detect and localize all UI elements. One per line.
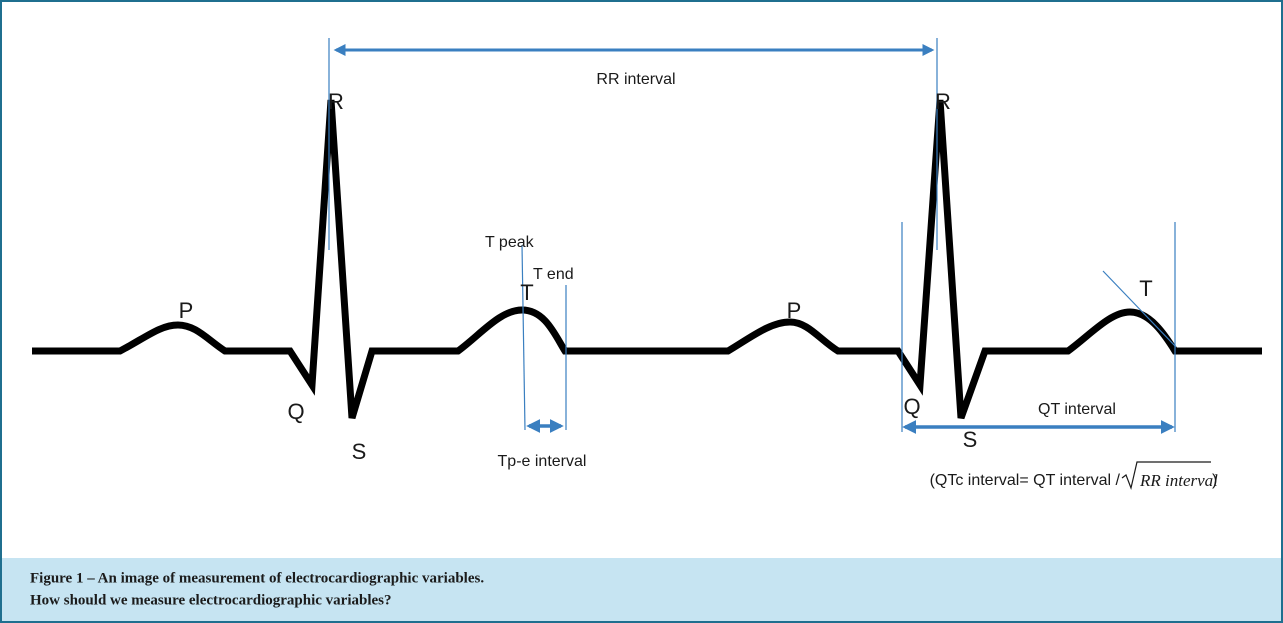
qtc-radicand: RR interval <box>1139 471 1218 490</box>
wave-label: T <box>520 280 533 305</box>
t-end-label: T end <box>533 266 574 283</box>
guide-line <box>521 244 526 431</box>
caption-band <box>2 558 1281 621</box>
caption-title: Figure 1 – An image of measurement of el… <box>30 570 484 586</box>
wave-label: Q <box>903 394 920 419</box>
caption-subtitle: How should we measure electrocardiograph… <box>30 592 392 608</box>
ecg-trace <box>32 99 1262 420</box>
wave-label: S <box>352 439 367 464</box>
wave-label: S <box>963 427 978 452</box>
rr-label: RR interval <box>596 71 675 88</box>
wave-label: R <box>935 89 951 114</box>
t-peak-label: T peak <box>485 234 535 251</box>
radical-sign <box>1121 461 1211 491</box>
wave-label: Q <box>287 399 304 424</box>
wave-label: R <box>328 89 344 114</box>
tangent-line <box>1102 270 1177 348</box>
tpe-label: Tp-e interval <box>498 453 587 470</box>
qtc-formula: ) <box>1212 472 1217 489</box>
qtc-formula: (QTc interval= QT interval / <box>930 472 1121 489</box>
qt-label: QT interval <box>1038 401 1116 418</box>
wave-label: T <box>1139 276 1152 301</box>
wave-label: P <box>179 298 194 323</box>
wave-label: P <box>787 298 802 323</box>
